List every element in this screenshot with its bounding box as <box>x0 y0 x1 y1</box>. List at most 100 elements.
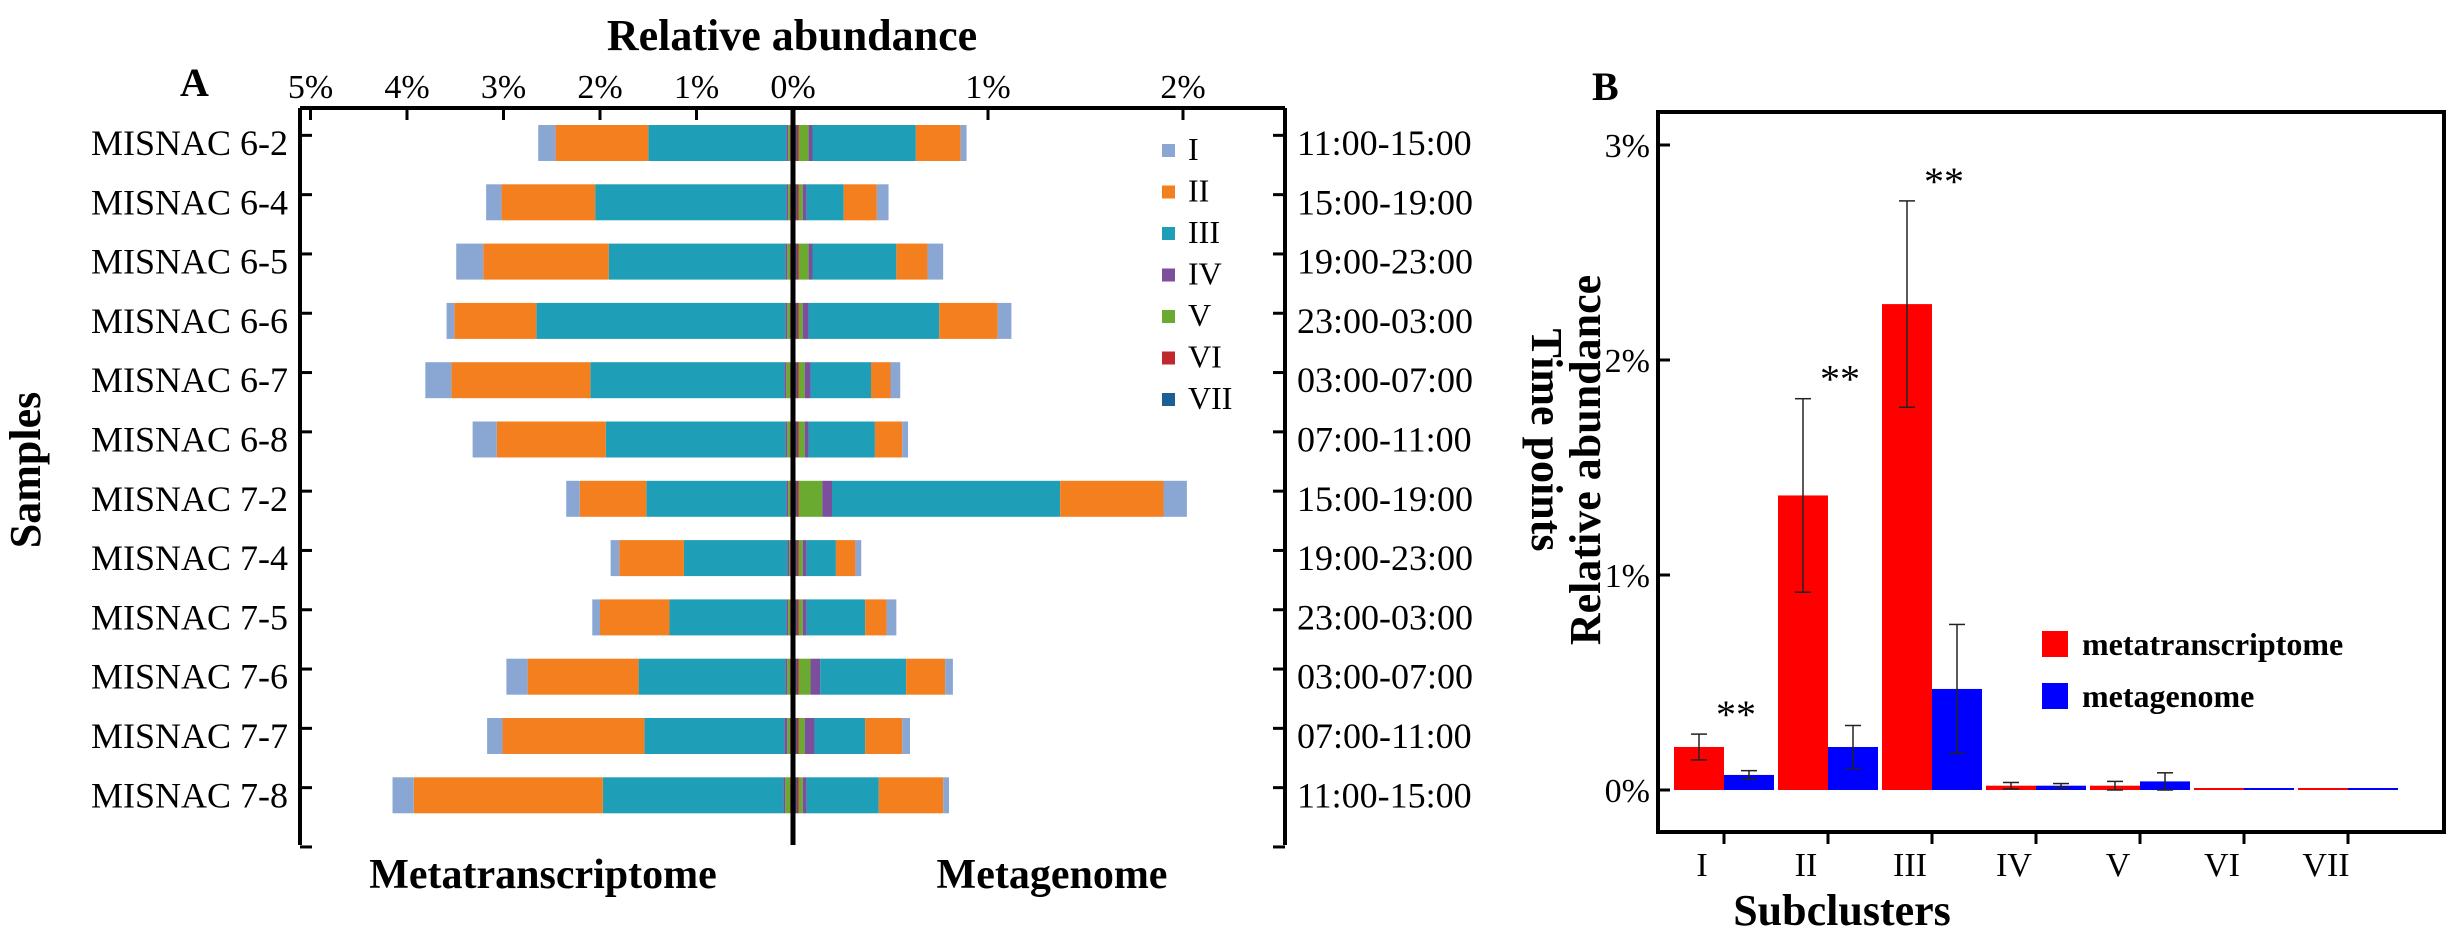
metatranscriptome-bar-II <box>527 658 639 695</box>
significance-marker: ** <box>1716 692 1756 737</box>
metagenome-bar-V <box>798 184 803 221</box>
metatranscriptome-label: Metatranscriptome <box>369 852 717 898</box>
metagenome-bar-V <box>798 125 809 161</box>
sample-label: MISNAC 7-8 <box>91 775 288 815</box>
right-tick-label: 1% <box>965 69 1010 106</box>
metatranscriptome-bar-V <box>788 480 791 517</box>
metagenome-legend-label: metagenome <box>2082 678 2254 714</box>
metatranscriptome-bar-V <box>786 362 791 399</box>
significance-marker: ** <box>1820 357 1860 402</box>
sample-label: MISNAC 7-5 <box>91 597 288 637</box>
metatranscriptome-bar-V <box>788 599 791 636</box>
metatranscriptome-bar-IV <box>784 718 788 754</box>
time-points-axis-label: Time points <box>1522 329 1571 552</box>
metatranscriptome-bar-IV <box>787 540 790 577</box>
metagenome-bar-II <box>865 718 903 754</box>
metagenome-bar-IV <box>810 658 821 695</box>
time-point-label: 03:00-07:00 <box>1297 657 1473 697</box>
sample-label: MISNAC 7-2 <box>91 479 288 519</box>
subcluster-label: VI <box>2204 847 2240 884</box>
time-point-label: 07:00-11:00 <box>1297 716 1472 756</box>
panel-b-y-axis-label: Relative abundance <box>1561 275 1610 645</box>
metatranscriptome-bar-IV <box>784 362 787 399</box>
time-point-label: 23:00-03:00 <box>1297 597 1473 637</box>
metatranscriptome-bar-V <box>787 421 791 458</box>
metatranscriptome-bar-III <box>644 718 785 754</box>
left-tick-label: 3% <box>481 69 526 106</box>
metagenome-bar <box>2244 788 2294 790</box>
panel-b-ticks: 3% 2% 1% 0% <box>1605 128 1670 810</box>
metatranscriptome-bar-IV <box>785 421 788 458</box>
metatranscriptome-bar-III <box>536 302 786 339</box>
metagenome-bar-II <box>865 599 887 636</box>
metatranscriptome-bar-II <box>483 243 609 280</box>
metatranscriptome-bar-III <box>669 599 787 636</box>
panel-b-frame <box>1656 110 2446 834</box>
metagenome-bar-V <box>798 480 823 517</box>
subclusters-axis-label: Subclusters <box>1733 886 1951 935</box>
legend-swatch-V <box>1162 310 1175 323</box>
subcluster-label: I <box>1696 847 1707 884</box>
sample-label: MISNAC 6-4 <box>91 182 288 222</box>
subcluster-label: III <box>1893 847 1927 884</box>
time-point-label: 15:00-19:00 <box>1297 479 1473 519</box>
time-point-label: 11:00-15:00 <box>1297 775 1472 815</box>
subcluster-label: V <box>2106 847 2131 884</box>
metagenome-bar-VI <box>796 777 799 814</box>
metatranscriptome-bar-I <box>487 718 503 754</box>
metagenome-bar-I <box>1163 480 1187 517</box>
metagenome-bar-II <box>906 658 946 695</box>
metatranscriptome-bar-I <box>425 362 452 399</box>
metagenome-bar-IV <box>802 302 809 339</box>
sample-label: MISNAC 6-8 <box>91 420 288 460</box>
sample-label: MISNAC 6-2 <box>91 123 288 163</box>
metagenome-bar-IV <box>802 540 807 577</box>
metatranscriptome-bar-II <box>496 421 606 458</box>
metagenome-bar-IV <box>804 362 811 399</box>
metatranscriptome-bar-IV <box>785 658 788 695</box>
metagenome-bar-III <box>806 599 866 636</box>
metatranscriptome-bar-I <box>392 777 414 814</box>
metagenome-bar-II <box>871 362 891 399</box>
left-tick-label: 4% <box>384 69 429 106</box>
metagenome-bar-IV <box>804 421 809 458</box>
metatranscriptome-bar-V <box>788 125 791 161</box>
metagenome-bar-I <box>890 362 901 399</box>
metatranscriptome-bar-V <box>789 540 791 577</box>
metagenome-bar-IV <box>808 125 813 161</box>
time-point-label: 03:00-07:00 <box>1297 360 1473 400</box>
metagenome-label: Metagenome <box>937 852 1168 898</box>
metagenome-bar-V <box>798 421 805 458</box>
metatranscriptome-bar-V <box>787 658 791 695</box>
legend-label-VII: VII <box>1188 380 1232 416</box>
samples-axis-label: Samples <box>1 392 50 548</box>
metagenome-bar-II <box>843 184 877 221</box>
metagenome-bar-VI <box>796 480 799 517</box>
metatranscriptome-bar-II <box>454 302 537 339</box>
metatranscriptome-bar-I <box>472 421 497 458</box>
metagenome-bar-V <box>798 243 809 280</box>
metatranscriptome-bar-II <box>451 362 591 399</box>
panel-a-row-labels: MISNAC 6-2 11:00-15:00 MISNAC 6-4 15:00-19:… <box>91 123 1473 815</box>
metagenome-bar-II <box>874 421 903 458</box>
metagenome-bar-II <box>939 302 998 339</box>
metagenome-bar-III <box>820 658 907 695</box>
metagenome-bar-I <box>927 243 944 280</box>
sample-label: MISNAC 7-7 <box>91 716 288 756</box>
metagenome-bar-IV <box>822 480 832 517</box>
metagenome-bar-I <box>855 540 862 577</box>
metatranscriptome-bar-V <box>788 184 791 221</box>
metagenome-bar-I <box>960 125 967 161</box>
metatranscriptome-bar <box>2194 788 2244 790</box>
metagenome-bar-II <box>835 540 856 577</box>
time-point-label: 07:00-11:00 <box>1297 420 1472 460</box>
metagenome-bar-VI <box>796 658 799 695</box>
metagenome-bar-I <box>943 777 949 814</box>
metagenome-bar-I <box>876 184 889 221</box>
metatranscriptome-bar-III <box>608 243 786 280</box>
metatranscriptome-bar-III <box>605 421 786 458</box>
time-point-label: 11:00-15:00 <box>1297 123 1472 163</box>
legend-swatch-VI <box>1162 351 1175 365</box>
time-point-label: 19:00-23:00 <box>1297 242 1473 282</box>
